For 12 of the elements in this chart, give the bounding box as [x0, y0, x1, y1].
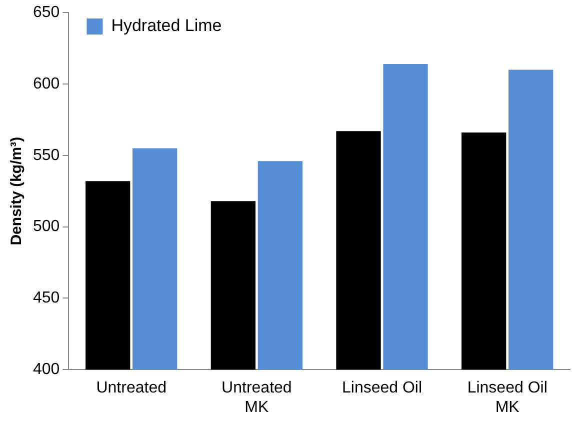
y-tick-label: 400	[32, 361, 60, 378]
legend-label: Hydrated Lime	[111, 16, 222, 36]
x-tick-label: Untreated MK	[222, 380, 292, 416]
x-tick-label: Untreated	[96, 380, 166, 397]
x-tick-label: Linseed Oil	[342, 380, 422, 397]
y-tick-label: 550	[32, 146, 60, 164]
y-tick-label: 650	[32, 4, 60, 22]
x-tick-label: Linseed Oil MK	[467, 380, 548, 416]
y-axis-title: Density (kg/m³)	[8, 136, 26, 246]
y-tick-label: 500	[32, 218, 60, 236]
y-tick-label: 600	[32, 75, 60, 92]
y-tick-label: 450	[32, 290, 60, 307]
